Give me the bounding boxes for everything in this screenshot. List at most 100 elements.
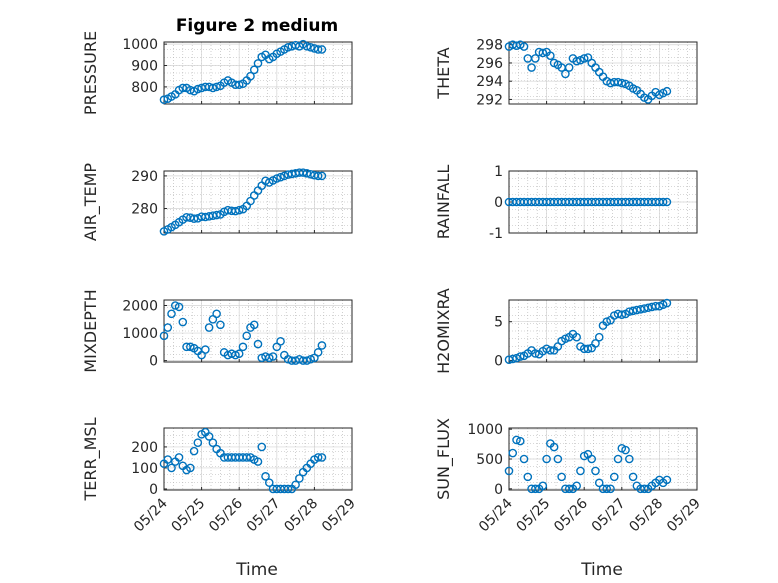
data-point xyxy=(628,472,638,482)
data-point xyxy=(602,484,612,494)
y-axis-label: RAINFALL xyxy=(434,165,453,240)
data-point xyxy=(231,350,240,360)
data-point xyxy=(572,56,581,66)
data-point xyxy=(253,59,263,68)
data-point xyxy=(621,445,630,455)
subplot-3: 280 290 AIR_TEMP xyxy=(81,163,353,241)
data-point xyxy=(591,466,600,476)
data-point xyxy=(519,42,529,51)
y-tick-label: 100 xyxy=(131,461,158,477)
data-point xyxy=(159,331,169,341)
data-point xyxy=(238,342,248,352)
data-point xyxy=(542,454,551,464)
data-point xyxy=(167,309,176,319)
y-tick-label: 1 xyxy=(494,164,503,180)
subplot-4: -1 0 1 RAINFALL xyxy=(434,164,698,242)
data-point xyxy=(572,332,581,342)
data-point xyxy=(216,320,225,330)
y-tick-label: 900 xyxy=(131,59,158,75)
data-point xyxy=(662,475,672,485)
data-point xyxy=(302,41,312,51)
data-point xyxy=(264,478,274,487)
data-point xyxy=(564,63,574,72)
data-point xyxy=(625,454,634,464)
axes-frame xyxy=(163,170,353,234)
subplot-6: 0 5 H2OMIXRA xyxy=(434,288,698,374)
data-point xyxy=(291,480,300,490)
axes-frame xyxy=(163,41,353,105)
data-point xyxy=(234,80,244,90)
data-point xyxy=(212,82,221,92)
data-point xyxy=(249,65,259,75)
grid-major xyxy=(163,300,353,362)
data-point xyxy=(515,352,525,361)
axes-frame xyxy=(508,41,698,105)
data-point xyxy=(553,454,563,464)
data-point xyxy=(508,354,518,364)
y-tick-label: 0 xyxy=(149,482,158,498)
axes-frame xyxy=(508,299,698,363)
x-axis-label-left: Time xyxy=(235,560,278,580)
data-point xyxy=(295,474,304,483)
y-tick-label: 800 xyxy=(131,80,158,96)
data-point xyxy=(512,435,521,445)
data-point xyxy=(617,78,627,88)
figure-title: Figure 2 medium xyxy=(176,16,338,36)
data-point xyxy=(212,309,221,319)
data-point xyxy=(504,466,514,476)
data-point xyxy=(313,45,323,54)
data-point xyxy=(313,171,323,181)
y-tick-label: 500 xyxy=(476,452,503,468)
series-markers xyxy=(159,427,327,494)
y-tick-label: 1000 xyxy=(467,422,503,438)
data-point xyxy=(557,472,566,482)
data-point xyxy=(204,432,214,441)
data-point xyxy=(208,83,218,93)
data-point xyxy=(531,484,540,494)
data-point xyxy=(246,71,255,81)
data-point xyxy=(561,69,570,79)
data-point xyxy=(658,197,668,207)
data-point xyxy=(242,453,252,462)
data-point xyxy=(302,356,312,365)
data-point xyxy=(208,438,218,448)
data-point xyxy=(587,454,597,464)
y-tick-label: 5 xyxy=(494,315,503,331)
series-markers xyxy=(504,298,672,364)
data-point xyxy=(579,54,589,63)
data-point xyxy=(317,45,327,54)
data-point xyxy=(317,171,327,181)
data-point xyxy=(283,484,293,494)
data-point xyxy=(170,301,180,310)
y-tick-label: 0 xyxy=(494,353,503,369)
data-point xyxy=(546,51,555,60)
data-point xyxy=(201,345,210,354)
data-point xyxy=(527,63,536,72)
data-point xyxy=(613,454,623,464)
data-point xyxy=(306,354,315,364)
data-point xyxy=(564,484,574,494)
data-point xyxy=(186,342,195,352)
data-point xyxy=(313,348,323,357)
data-point xyxy=(508,448,518,458)
data-point xyxy=(189,446,199,456)
data-point xyxy=(591,339,600,348)
data-point xyxy=(261,472,270,481)
data-point xyxy=(193,84,203,94)
series-markers xyxy=(159,168,327,236)
data-point xyxy=(613,77,623,87)
data-point xyxy=(283,43,293,52)
data-point xyxy=(317,453,327,462)
data-point xyxy=(276,172,285,182)
data-point xyxy=(272,174,282,183)
data-point xyxy=(515,436,525,446)
y-axis-label: AIR_TEMP xyxy=(81,163,101,241)
data-point xyxy=(538,48,548,58)
data-point xyxy=(264,353,274,363)
y-tick-label: 1000 xyxy=(122,326,158,342)
data-point xyxy=(519,454,529,464)
y-tick-label: -1 xyxy=(489,226,503,242)
data-point xyxy=(193,438,203,448)
y-tick-label: 2000 xyxy=(122,299,158,315)
